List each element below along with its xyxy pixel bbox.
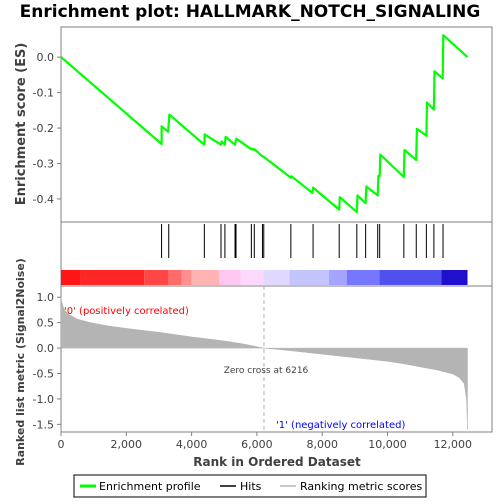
heat-bar-segment bbox=[144, 270, 169, 285]
x-tick-label: 4,000 bbox=[176, 438, 208, 451]
es-y-axis: 0.0 -0.1 -0.2 -0.3 -0.4 bbox=[33, 51, 61, 206]
legend-box bbox=[73, 474, 427, 498]
metric-y-axis-label: Ranked list metric (Signal2Noise) bbox=[14, 258, 27, 466]
x-tick-label: 0 bbox=[58, 438, 65, 451]
heat-bar-segment bbox=[191, 270, 220, 285]
metric-y-tick-label: 1.0 bbox=[37, 291, 55, 304]
metric-y-tick-label: -0.5 bbox=[33, 367, 54, 380]
es-y-axis-label: Enrichment score (ES) bbox=[14, 43, 29, 206]
x-tick-label: 10,000 bbox=[368, 438, 407, 451]
heat-bar-segment bbox=[240, 270, 264, 285]
es-y-tick-label: -0.4 bbox=[33, 193, 54, 206]
metric-y-tick-label: 0.0 bbox=[37, 342, 55, 355]
chart-title: Enrichment plot: HALLMARK_NOTCH_SIGNALIN… bbox=[20, 2, 481, 22]
heat-bar-segment bbox=[263, 270, 290, 285]
positive-correlation-label: '0' (positively correlated) bbox=[64, 306, 189, 317]
heat-bar-segment bbox=[168, 270, 182, 285]
hits-layer bbox=[161, 224, 444, 258]
metric-y-axis: 1.0 0.5 0.0 -0.5 -1.0 -1.5 bbox=[33, 291, 61, 431]
negative-correlation-label: '1' (negatively correlated) bbox=[276, 420, 405, 431]
metric-y-tick-label: 0.5 bbox=[37, 317, 55, 330]
x-tick-label: 12,000 bbox=[434, 438, 473, 451]
x-tick-label: 2,000 bbox=[111, 438, 143, 451]
zero-cross-label: Zero cross at 6216 bbox=[224, 366, 309, 376]
ranking-metric-area bbox=[60, 297, 468, 430]
x-axis-label: Rank in Ordered Dataset bbox=[193, 455, 361, 469]
heat-bar-segment bbox=[346, 270, 380, 285]
es-panel-frame bbox=[60, 26, 493, 223]
x-tick-label: 8,000 bbox=[306, 438, 338, 451]
heat-bar-segment bbox=[61, 270, 81, 285]
enrichment-profile-line bbox=[60, 34, 469, 214]
legend-label-enrichment-profile: Enrichment profile bbox=[99, 480, 201, 493]
legend: Enrichment profile Hits Ranking metric s… bbox=[73, 474, 427, 498]
heat-bar-segment bbox=[219, 270, 241, 285]
ranking-heat-bar bbox=[61, 270, 468, 285]
heat-bar-segment bbox=[181, 270, 192, 285]
x-axis: 0 2,000 4,000 6,000 8,000 10,000 12,000 bbox=[58, 432, 473, 451]
es-y-tick-label: -0.3 bbox=[33, 158, 54, 171]
metric-y-tick-label: -1.5 bbox=[33, 418, 54, 431]
legend-label-ranking-metric: Ranking metric scores bbox=[300, 480, 422, 493]
heat-bar-segment bbox=[289, 270, 329, 285]
x-tick-label: 6,000 bbox=[241, 438, 273, 451]
metric-area-layer bbox=[60, 286, 468, 432]
heat-bar-segment bbox=[441, 270, 468, 285]
es-y-tick-label: -0.1 bbox=[33, 87, 54, 100]
heat-bar-segment bbox=[80, 270, 145, 285]
heat-bar-segment bbox=[328, 270, 347, 285]
es-y-tick-label: 0.0 bbox=[37, 51, 55, 64]
legend-label-hits: Hits bbox=[240, 480, 262, 493]
metric-y-tick-label: -1.0 bbox=[33, 393, 54, 406]
es-curve-layer bbox=[60, 34, 469, 214]
heat-bar-segment bbox=[379, 270, 442, 285]
es-y-tick-label: -0.2 bbox=[33, 122, 54, 135]
